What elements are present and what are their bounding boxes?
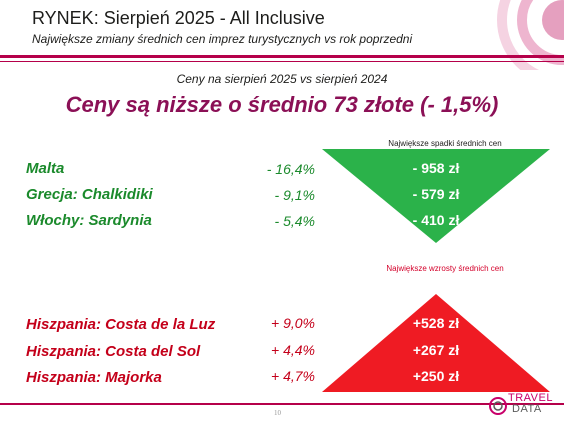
- increase-amount-2: +267 zł: [412, 342, 460, 358]
- increase-destination-2: Hiszpania: Costa del Sol: [26, 343, 201, 360]
- header-divider-thin: [0, 61, 564, 62]
- increase-amount-3: +250 zł: [412, 368, 460, 384]
- header-divider: [0, 55, 564, 58]
- decrease-destination-2: Grecja: Chalkidiki: [26, 186, 153, 203]
- headline: Ceny są niższe o średnio 73 złote (- 1,5…: [65, 92, 499, 117]
- increases-caption: Największe wzrosty średnich cen: [386, 264, 504, 273]
- decrease-destination-3: Włochy: Sardynia: [26, 212, 152, 229]
- footer-divider: [0, 403, 564, 405]
- decrease-percent-2: - 9,1%: [274, 187, 315, 203]
- increase-destination-1: Hiszpania: Costa de la Luz: [26, 316, 216, 333]
- increase-destination-3: Hiszpania: Majorka: [26, 369, 162, 386]
- decrease-amount-3: - 410 zł: [412, 212, 460, 228]
- increase-amount-1: +528 zł: [412, 315, 460, 331]
- increase-percent-3: + 4,7%: [271, 368, 315, 384]
- increase-percent-2: + 4,4%: [271, 342, 315, 358]
- increase-percent-1: + 9,0%: [271, 315, 315, 331]
- decrease-triangle: [322, 149, 550, 243]
- slide-header: RYNEK: Sierpień 2025 - All Inclusive Naj…: [0, 0, 564, 70]
- decrease-percent-1: - 16,4%: [266, 161, 315, 177]
- decrease-amount-1: - 958 zł: [412, 160, 460, 176]
- slide-subtitle: Największe zmiany średnich cen imprez tu…: [32, 32, 413, 46]
- logo-text-travel: TRAVEL: [508, 392, 553, 404]
- decreases-caption: Największe spadki średnich cen: [388, 139, 502, 148]
- slide-title: RYNEK: Sierpień 2025 - All Inclusive: [32, 8, 325, 28]
- decrease-destination-1: Malta: [26, 160, 65, 177]
- page-number: 10: [274, 409, 281, 417]
- logo-globe-icon: [489, 397, 507, 415]
- decrease-amount-2: - 579 zł: [412, 186, 460, 202]
- travel-data-logo: TRAVEL DATA: [488, 392, 560, 420]
- comparison-label: Ceny na sierpień 2025 vs sierpień 2024: [176, 72, 388, 86]
- decorative-rings-graphic: [497, 0, 564, 70]
- increase-triangle: [322, 294, 550, 392]
- decrease-percent-3: - 5,4%: [274, 213, 315, 229]
- logo-text-data: DATA: [512, 403, 542, 415]
